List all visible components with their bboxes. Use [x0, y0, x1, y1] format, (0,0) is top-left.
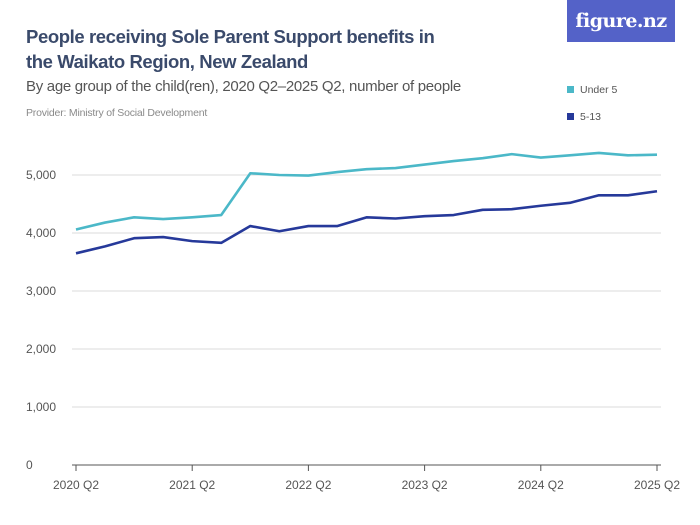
x-tick-label: 2025 Q2 — [634, 478, 680, 492]
provider-note: Provider: Ministry of Social Development — [26, 107, 208, 119]
x-tick-label: 2023 Q2 — [402, 478, 448, 492]
y-tick-label: 0 — [26, 458, 33, 472]
legend-swatch — [567, 113, 574, 120]
legend-swatch — [567, 86, 574, 93]
y-tick-label: 3,000 — [26, 284, 56, 298]
x-tick-label: 2024 Q2 — [518, 478, 564, 492]
chart-subtitle: By age group of the child(ren), 2020 Q2–… — [26, 78, 461, 95]
chart-title: People receiving Sole Parent Support ben… — [26, 26, 435, 72]
legend-label: 5-13 — [580, 110, 602, 123]
x-tick-label: 2022 Q2 — [285, 478, 331, 492]
legend-item-5-13: 5-13 — [567, 103, 617, 130]
figure-nz-logo[interactable]: figure.nz — [567, 0, 675, 42]
x-tick-label: 2020 Q2 — [53, 478, 99, 492]
y-tick-label: 2,000 — [26, 342, 56, 356]
series-line-5-13 — [75, 189, 658, 255]
x-tick-label: 2021 Q2 — [169, 478, 215, 492]
legend-item-under-5: Under 5 — [567, 76, 617, 103]
legend: Under 5 5-13 — [567, 76, 617, 130]
y-tick-label: 4,000 — [26, 226, 56, 240]
legend-label: Under 5 — [580, 83, 618, 96]
series-line-under-5 — [75, 151, 658, 231]
y-tick-label: 1,000 — [26, 400, 56, 414]
y-tick-label: 5,000 — [26, 168, 56, 182]
